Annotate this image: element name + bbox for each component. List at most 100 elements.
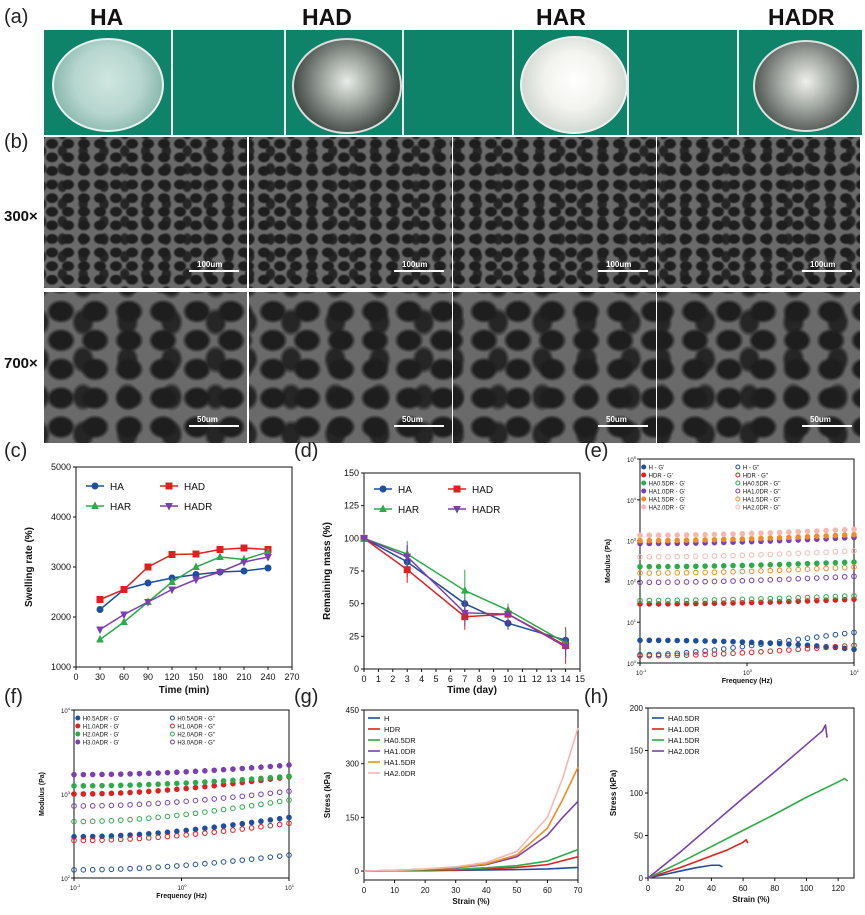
photo-tile-blank-2 xyxy=(402,30,512,135)
data-point-H2.0ADR - G' xyxy=(71,783,77,789)
data-point-H0.5ADR - G' xyxy=(239,820,246,827)
data-point-H1.0ADR - G'' xyxy=(258,823,264,830)
data-point-HA2.0DR - G' xyxy=(674,532,681,538)
legend-marker xyxy=(735,488,741,494)
data-point-HA2.0DR - G'' xyxy=(637,554,643,560)
data-point-HA2.0DR - G' xyxy=(795,528,801,535)
legend-label-HAR: HAR xyxy=(110,502,131,513)
data-point-HA2.0DR - G'' xyxy=(702,553,708,559)
data-point-H3.0ADR - G' xyxy=(276,762,283,769)
data-point-H - G'' xyxy=(683,649,690,656)
y-tick-label: 150 xyxy=(630,747,644,756)
data-point-H1.0ADR - G'' xyxy=(183,832,189,838)
y-tick-label: 0 xyxy=(355,867,360,876)
data-point-H0.5ADR - G'' xyxy=(286,852,292,858)
data-point-HDR - G'' xyxy=(655,652,662,659)
data-point-H1.0ADR - G' xyxy=(183,785,189,792)
data-point-HAR xyxy=(168,577,176,585)
scale-bar-label: 50um xyxy=(606,415,627,424)
legend-marker xyxy=(75,731,81,737)
data-point-H1.0ADR - G'' xyxy=(192,831,199,837)
legend-label-HA1.5DR: HA1.5DR xyxy=(668,736,700,745)
panel-label-g: (g) xyxy=(294,686,319,708)
data-point-H2.0ADR - G'' xyxy=(230,805,236,812)
data-point-H0.5ADR - G' xyxy=(211,824,218,831)
data-point-HA2.0DR - G'' xyxy=(767,551,774,558)
data-point-HA2.0DR - G' xyxy=(776,529,783,536)
data-point-HA1.5DR - G' xyxy=(711,536,718,543)
data-point-H0.5ADR - G'' xyxy=(174,863,180,869)
data-point-HA1.5DR - G'' xyxy=(646,570,653,576)
data-point-HA0.5DR - G' xyxy=(832,559,839,566)
data-point-H - G'' xyxy=(841,630,848,637)
data-point-HA1.5DR - G' xyxy=(665,537,671,544)
data-point-HAR xyxy=(96,634,104,643)
data-point-H2.0ADR - G' xyxy=(258,775,264,782)
data-point-H - G'' xyxy=(813,634,820,640)
data-point-H2.0ADR - G'' xyxy=(127,816,133,823)
sem-image-300x-2: 100um xyxy=(249,137,452,288)
data-point-HA0.5DR - G' xyxy=(841,559,848,566)
y-tick-label: 3000 xyxy=(51,562,71,572)
data-point-HA1.0DR - G'' xyxy=(786,576,792,582)
data-point-H1.0ADR - G'' xyxy=(174,832,180,839)
x-axis-label: Time (day) xyxy=(447,685,497,696)
legend-label-HADR: HADR xyxy=(472,505,500,516)
scale-bar-line xyxy=(189,425,239,427)
x-tick-label: 10 xyxy=(390,886,399,895)
series-line-HA1.5DR xyxy=(647,777,849,879)
data-point-H - G' xyxy=(702,638,708,644)
data-point-HA2.0DR - G'' xyxy=(720,552,727,559)
data-point-HA2.0DR - G'' xyxy=(693,553,699,560)
data-point-H1.0ADR - G' xyxy=(71,791,77,797)
data-point-HA1.5DR - G' xyxy=(637,537,643,544)
series-line-HAR xyxy=(99,551,269,641)
data-point-HA1.5DR - G'' xyxy=(758,568,764,574)
y-tick-label: 101 xyxy=(627,618,637,627)
x-tick-label: 3 xyxy=(405,674,410,684)
data-point-HA1.5DR - G'' xyxy=(804,566,811,572)
x-tick-label: 40 xyxy=(707,884,716,893)
y-tick-label: 5000 xyxy=(51,462,71,472)
data-point-HA2.0DR - G'' xyxy=(665,553,671,560)
data-point-H - G' xyxy=(711,638,718,644)
x-tick-label: 210 xyxy=(236,672,251,682)
legend-label-H20ADRG: H2.0ADR - G'' xyxy=(177,733,215,739)
data-point-H0.5ADR - G'' xyxy=(108,866,115,873)
data-point-H1.0ADR - G' xyxy=(80,791,87,797)
data-point-H0.5ADR - G' xyxy=(99,833,105,840)
legend-marker xyxy=(735,464,741,470)
data-point-HDR - G'' xyxy=(683,652,690,658)
legend-label-H: H xyxy=(384,714,389,723)
legend-marker xyxy=(453,506,461,514)
data-point-H0.5ADR - G'' xyxy=(71,867,77,873)
data-point-HA2.0DR - G' xyxy=(841,526,848,533)
x-tick-label: 8 xyxy=(477,674,482,684)
data-point-H - G' xyxy=(683,637,690,644)
data-point-H - G'' xyxy=(786,637,792,644)
data-point-H - G' xyxy=(730,638,736,645)
data-point-HA2.0DR - G' xyxy=(786,529,792,535)
data-point-H2.0ADR - G'' xyxy=(239,804,246,810)
data-point-H - G' xyxy=(795,641,801,648)
legend-label-HA10DRG: HA1.0DR - G'' xyxy=(743,490,781,496)
data-point-HA0.5DR - G'' xyxy=(758,596,764,602)
x-tick-label: 7 xyxy=(462,674,467,684)
data-point-H0.5ADR - G'' xyxy=(211,860,218,866)
x-tick-label: 12 xyxy=(532,674,542,684)
data-point-H1.0ADR - G'' xyxy=(164,833,171,840)
data-point-HADR xyxy=(240,559,248,567)
data-point-HDR - G'' xyxy=(748,649,755,656)
data-point-H - G'' xyxy=(739,643,746,650)
panel-label-c: (c) xyxy=(4,440,28,462)
photo-tile-hadr xyxy=(737,30,862,135)
data-point-H0.5ADR - G' xyxy=(80,833,87,840)
data-point-H2.0ADR - G'' xyxy=(174,812,180,819)
data-point-HA1.5DR - G' xyxy=(776,535,783,541)
x-axis-label: Strain (%) xyxy=(732,895,770,904)
data-point-HDR - G'' xyxy=(823,644,829,651)
data-point-HA1.5DR - G'' xyxy=(786,567,792,573)
data-point-H0.5ADR - G'' xyxy=(164,863,171,870)
legend-label-HA1.5DR: HA1.5DR xyxy=(384,758,416,767)
data-point-H3.0ADR - G' xyxy=(258,764,264,770)
